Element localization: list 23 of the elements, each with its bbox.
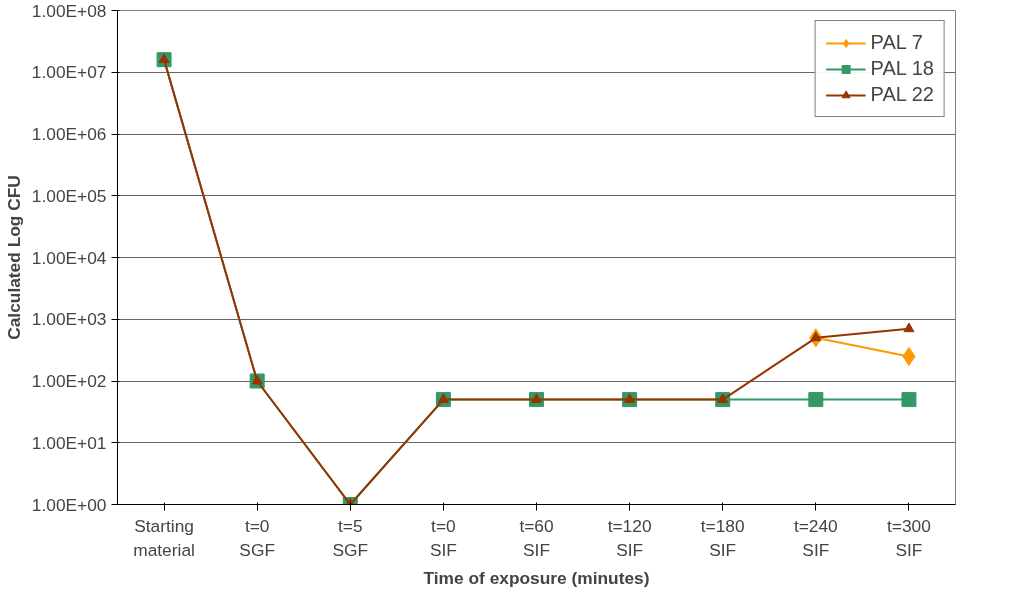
x-tick-label: t=0 SIF	[429, 515, 457, 560]
x-tick-label: t=240 SIF	[793, 515, 838, 560]
y-tick-label: 1.00E+03	[31, 309, 107, 330]
x-tick-label: t=180 SIF	[700, 515, 745, 560]
legend-label: PAL 22	[870, 83, 934, 106]
x-tick-label: t=5 SGF	[332, 515, 369, 560]
legend-label: PAL 7	[870, 31, 923, 54]
y-tick-label: 1.00E+00	[31, 494, 107, 515]
y-axis-title: Calculated Log CFU	[3, 175, 24, 340]
x-tick-label: t=0 SGF	[239, 515, 275, 560]
y-tick-label: 1.00E+04	[31, 247, 107, 268]
x-tick-label: Starting material	[133, 515, 195, 560]
y-tick-label: 1.00E+08	[31, 0, 107, 21]
y-tick-label: 1.00E+05	[31, 185, 107, 206]
x-axis-title: Time of exposure (minutes)	[423, 567, 650, 588]
x-tick-label: t=60 SIF	[519, 515, 554, 560]
legend-label: PAL 18	[870, 57, 934, 80]
y-tick-label: 1.00E+02	[31, 371, 107, 391]
y-tick-label: 1.00E+07	[31, 62, 107, 83]
y-tick-label: 1.00E+01	[31, 432, 107, 453]
y-tick-label: 1.00E+06	[31, 124, 107, 144]
x-tick-label: t=120 SIF	[607, 515, 652, 560]
x-tick-label: t=300 SIF	[887, 515, 931, 560]
